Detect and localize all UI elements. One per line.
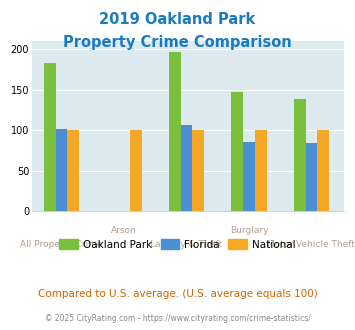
Text: Burglary: Burglary [230,226,268,236]
Text: Larceny & Theft: Larceny & Theft [151,240,223,249]
Bar [169,52,181,211]
Text: 2019 Oakland Park: 2019 Oakland Park [99,12,256,26]
Bar [317,130,329,211]
Text: Motor Vehicle Theft: Motor Vehicle Theft [267,240,355,249]
Bar [294,99,306,211]
Bar [44,63,56,211]
Bar [192,130,204,211]
Bar [255,130,267,211]
Bar [56,129,67,211]
Bar [231,92,243,211]
Bar [181,125,192,211]
Legend: Oakland Park, Florida, National: Oakland Park, Florida, National [55,235,300,254]
Text: Property Crime Comparison: Property Crime Comparison [63,35,292,50]
Text: All Property Crime: All Property Crime [20,240,103,249]
Text: © 2025 CityRating.com - https://www.cityrating.com/crime-statistics/: © 2025 CityRating.com - https://www.city… [45,314,310,323]
Bar [306,143,317,211]
Text: Compared to U.S. average. (U.S. average equals 100): Compared to U.S. average. (U.S. average … [38,289,317,299]
Bar [130,130,142,211]
Bar [67,130,79,211]
Bar [243,142,255,211]
Text: Arson: Arson [111,226,137,236]
